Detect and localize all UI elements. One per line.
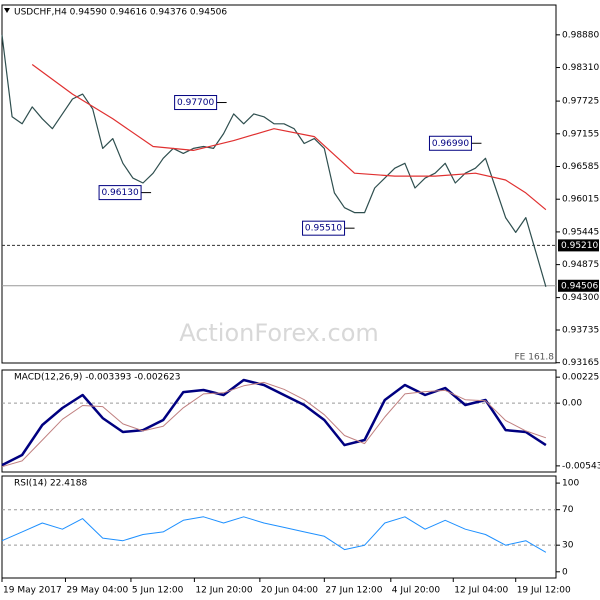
- y-tick-label: 0.002251: [562, 373, 600, 383]
- price-tag-label: 0.94506: [561, 281, 598, 291]
- x-tick-label: 12 Jul 04:00: [454, 586, 508, 596]
- x-tick-label: 27 Jun 12:00: [325, 586, 382, 596]
- annotation-label: 0.95510: [305, 224, 342, 234]
- y-tick-label: 0.97155: [562, 129, 599, 139]
- series-line: [1, 516, 547, 553]
- y-tick-label: -0.00543: [562, 461, 600, 471]
- y-tick-label: 30: [562, 541, 574, 551]
- watermark: ActionForex.com: [179, 319, 379, 347]
- annotation-box: [428, 135, 472, 151]
- x-tick-label: 12 Jun 20:00: [195, 586, 252, 596]
- series-line: [1, 378, 547, 467]
- annotation-box: [302, 220, 346, 236]
- y-tick-label: 0.98310: [562, 63, 599, 73]
- y-tick-label: 0.97725: [562, 97, 599, 107]
- y-tick-label: 0.94875: [562, 260, 599, 270]
- y-tick-label: 0.98880: [562, 30, 599, 40]
- annotation-label: 0.96130: [101, 188, 138, 198]
- panel-title: RSI(14) 22.4188: [14, 479, 87, 489]
- annotation-label: 0.97700: [177, 98, 214, 108]
- panel: [1, 4, 557, 364]
- panel-title: USDCHF,H4 0.94590 0.94616 0.94376 0.9450…: [14, 8, 227, 18]
- annotation-box: [98, 185, 142, 201]
- menu-icon: [4, 8, 10, 13]
- price-tag: [558, 279, 599, 292]
- y-tick-label: 0: [562, 567, 568, 577]
- x-tick-label: 29 May 04:00: [66, 586, 128, 596]
- price-tag: [558, 239, 599, 252]
- series-line: [1, 34, 547, 287]
- series-line: [1, 381, 547, 468]
- panel: [1, 369, 557, 473]
- annotation-label: 0.96990: [432, 139, 469, 149]
- panel: [1, 475, 557, 579]
- y-tick-label: 0.94300: [562, 293, 599, 303]
- y-tick-label: 0.00: [562, 399, 582, 409]
- x-tick-label: 19 May 2017: [3, 586, 62, 596]
- y-tick-label: 100: [562, 479, 579, 489]
- x-tick-label: 19 Jul 12:00: [517, 586, 571, 596]
- x-tick-label: 20 Jun 04:00: [261, 586, 318, 596]
- annotation-box: [174, 95, 218, 111]
- panel-title: MACD(12,26,9) -0.003393 -0.002623: [14, 373, 180, 383]
- x-tick-label: 4 Jul 20:00: [392, 586, 441, 596]
- fib-label: FE 161.8: [515, 353, 555, 363]
- y-tick-label: 0.93165: [562, 358, 599, 368]
- series-line: [31, 64, 547, 211]
- y-tick-label: 0.93735: [562, 326, 599, 336]
- y-tick-label: 0.95445: [562, 227, 599, 237]
- y-tick-label: 70: [562, 505, 574, 515]
- x-tick-label: 5 Jun 12:00: [132, 586, 184, 596]
- y-tick-label: 0.96585: [562, 162, 599, 172]
- price-tag-label: 0.95210: [561, 241, 598, 251]
- y-tick-label: 0.96015: [562, 195, 599, 205]
